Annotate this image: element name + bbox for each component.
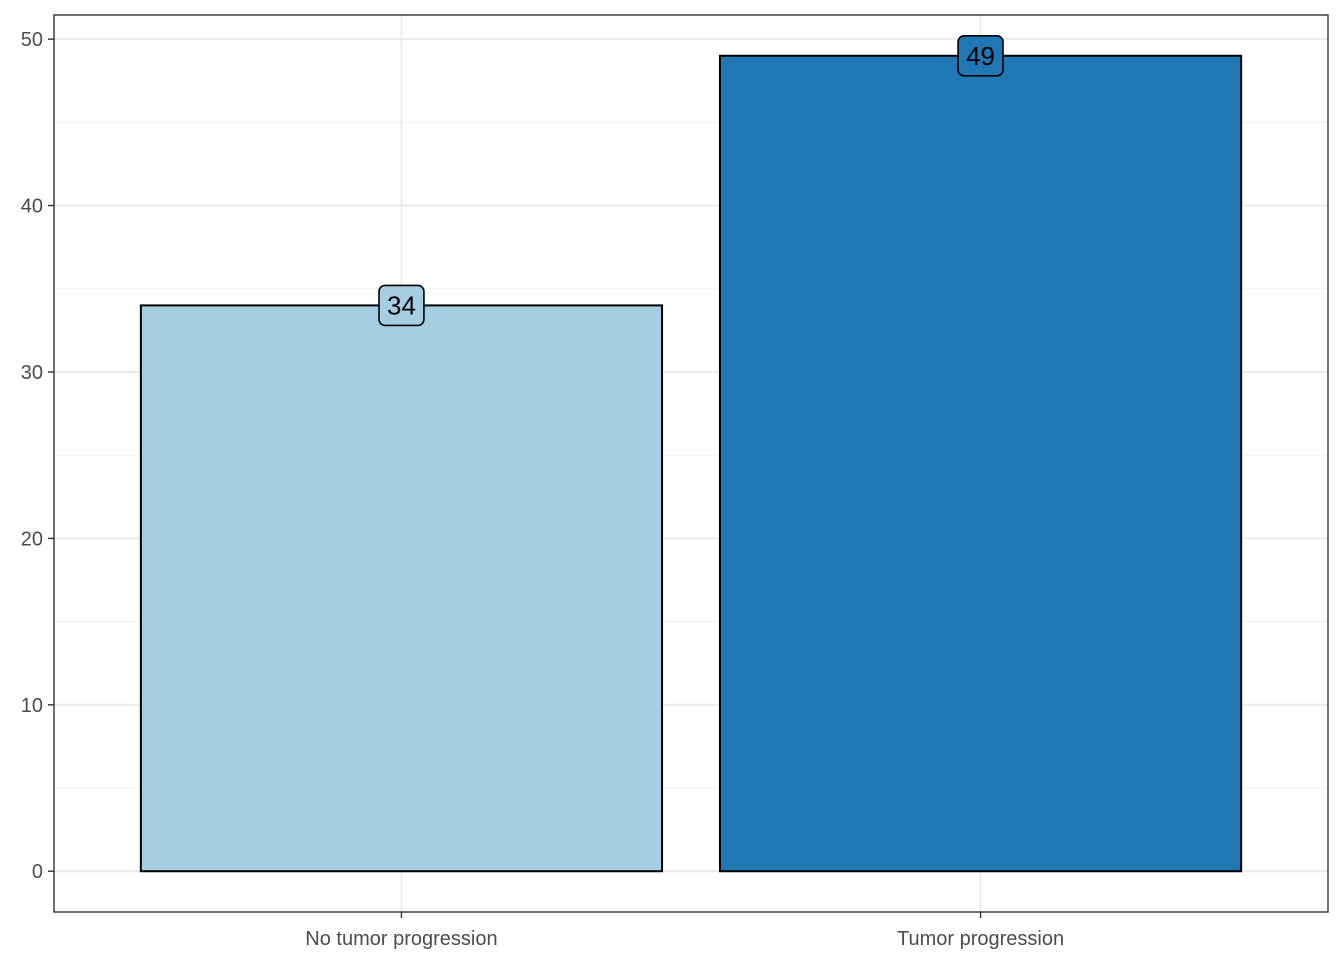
y-tick-label: 50 <box>21 29 43 51</box>
y-tick-label: 40 <box>21 196 43 218</box>
y-tick-label: 10 <box>21 695 43 717</box>
data-label: 49 <box>966 41 995 71</box>
data-label: 34 <box>387 290 416 320</box>
x-axis: No tumor progression Tumor progression <box>305 912 1064 950</box>
bars <box>139 54 1243 873</box>
y-tick-label: 0 <box>32 861 43 883</box>
x-tick-label: Tumor progression <box>897 928 1064 950</box>
y-axis: 0 10 20 30 40 50 <box>21 29 54 883</box>
data-label-box <box>378 284 425 327</box>
x-tick-label: No tumor progression <box>305 928 497 950</box>
bar <box>139 304 664 873</box>
y-tick-label: 20 <box>21 528 43 550</box>
data-label-box <box>957 34 1004 77</box>
bar <box>718 54 1243 873</box>
y-tick-label: 30 <box>21 362 43 384</box>
panel-border <box>53 14 1329 913</box>
data-labels: 34 49 <box>378 34 1004 327</box>
